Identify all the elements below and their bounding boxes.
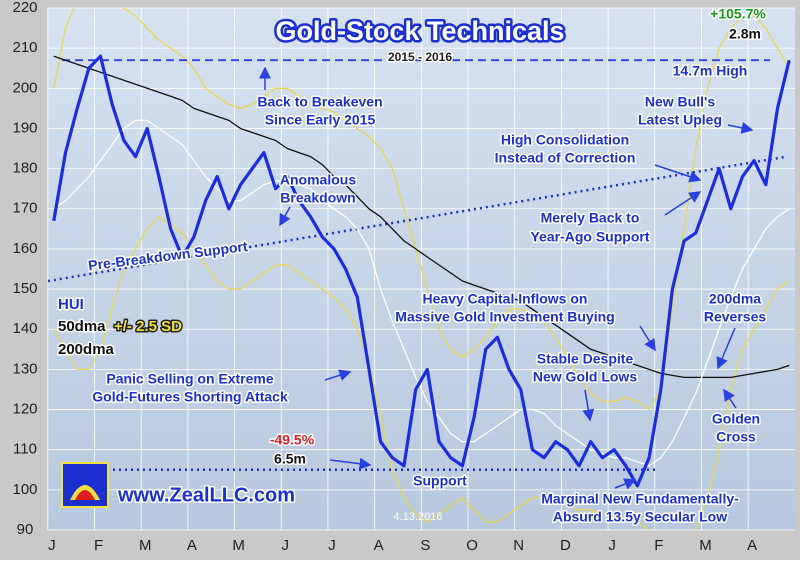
legend-entry: 50dma xyxy=(58,318,106,335)
y-tick-label: 190 xyxy=(12,119,37,136)
y-tick-label: 100 xyxy=(12,481,37,498)
x-tick-label: D xyxy=(560,537,571,554)
loss-duration: 6.5m xyxy=(274,451,306,467)
annotation: New Gold Lows xyxy=(533,369,637,385)
y-tick-label: 140 xyxy=(12,320,37,337)
arrows xyxy=(259,66,754,490)
x-tick-label: O xyxy=(466,537,478,554)
gain-label: +105.7% xyxy=(710,6,766,22)
date-stamp: 4.13.2016 xyxy=(394,511,443,523)
y-tick-label: 130 xyxy=(12,360,37,377)
annotation: 14.7m High xyxy=(673,63,748,79)
annotation: Instead of Correction xyxy=(495,150,636,166)
y-tick-label: 90 xyxy=(17,521,34,538)
legend-entry: 200dma xyxy=(58,341,115,358)
annotation: Panic Selling on Extreme xyxy=(106,371,273,387)
annotation: Anomalous xyxy=(280,172,356,188)
annotation: 200dma xyxy=(709,291,761,307)
x-tick-label: J xyxy=(282,537,290,554)
annotation: New Bull's xyxy=(645,94,715,110)
x-tick-label: M xyxy=(699,537,712,554)
x-tick-label: M xyxy=(232,537,245,554)
x-tick-label: J xyxy=(48,537,56,554)
annotation: Since Early 2015 xyxy=(265,112,376,128)
annotation: Reverses xyxy=(704,309,766,325)
annotation: Cross xyxy=(716,429,756,445)
annotation: Golden xyxy=(712,411,760,427)
annotation: Stable Despite xyxy=(537,351,634,367)
legend-entry: HUI xyxy=(58,296,84,313)
y-tick-label: 180 xyxy=(12,160,37,177)
y-tick-label: 170 xyxy=(12,200,37,217)
legend-entry: +/- 2.5 SD xyxy=(114,318,182,335)
x-tick-label: A xyxy=(187,537,197,554)
annotation: High Consolidation xyxy=(501,132,629,148)
y-tick-label: 150 xyxy=(12,280,37,297)
chart-subtitle: 2015 - 2016 xyxy=(388,50,452,64)
website: www.ZealLLC.com xyxy=(117,484,295,506)
series-line xyxy=(52,54,791,488)
y-tick-label: 120 xyxy=(12,401,37,418)
x-tick-label: M xyxy=(139,537,152,554)
x-tick-label: N xyxy=(513,537,524,554)
annotation: Marginal New Fundamentally- xyxy=(541,491,739,507)
logo xyxy=(61,462,109,508)
annotation: Massive Gold Investment Buying xyxy=(395,309,614,325)
x-tick-label: F xyxy=(94,537,103,554)
band-line xyxy=(53,215,790,530)
trend-line xyxy=(48,155,788,283)
chart-title: Gold-Stock Technicals xyxy=(275,16,564,46)
annotation: Support xyxy=(413,473,467,489)
x-tick-label: J xyxy=(328,537,336,554)
x-tick-label: F xyxy=(654,537,663,554)
gain-duration: 2.8m xyxy=(729,26,761,42)
x-tick-label: S xyxy=(420,537,430,554)
y-tick-label: 160 xyxy=(12,240,37,257)
series-line xyxy=(53,55,790,379)
annotation: Latest Upleg xyxy=(638,112,722,128)
annotation: Gold-Futures Shorting Attack xyxy=(92,389,288,405)
annotation: Breakdown xyxy=(280,190,355,206)
annotation: Back to Breakeven xyxy=(257,94,382,110)
annotation: Heavy Capital Inflows on xyxy=(423,291,588,307)
annotation: Absurd 13.5y Secular Low xyxy=(553,509,727,525)
y-tick-label: 110 xyxy=(13,441,37,458)
x-tick-label: A xyxy=(747,537,757,554)
y-tick-label: 220 xyxy=(12,0,37,16)
annotation: Merely Back to xyxy=(541,210,640,226)
loss-label: -49.5% xyxy=(270,432,315,448)
y-tick-label: 200 xyxy=(12,79,37,96)
annotation: Year-Ago Support xyxy=(530,229,649,245)
x-tick-label: J xyxy=(608,537,616,554)
y-tick-label: 210 xyxy=(12,39,37,56)
series-line xyxy=(53,119,790,467)
x-tick-label: A xyxy=(374,537,384,554)
